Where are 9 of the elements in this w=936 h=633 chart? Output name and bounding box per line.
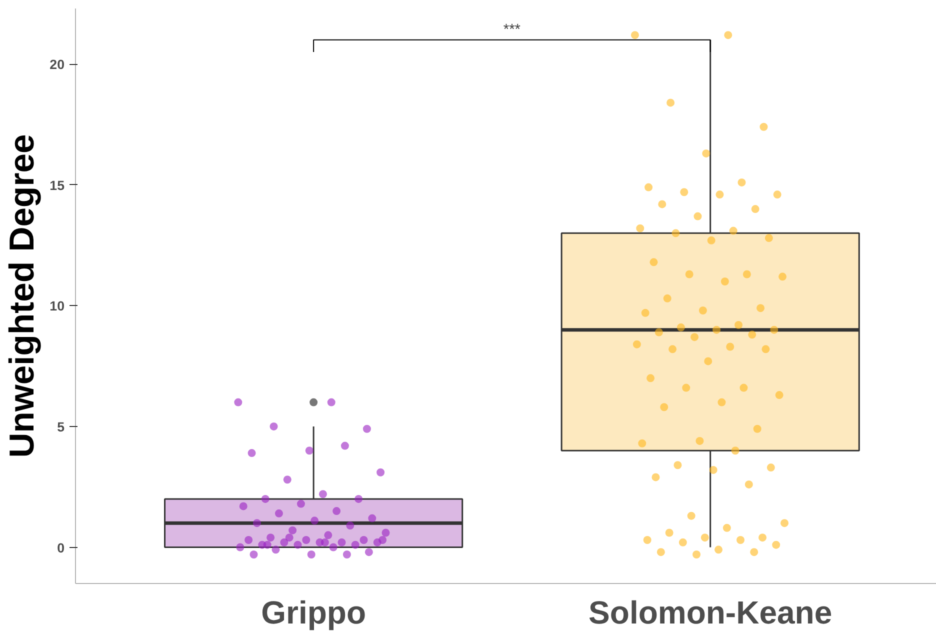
x-tick-label: Grippo bbox=[261, 594, 366, 630]
y-tick-label: 10 bbox=[50, 298, 65, 314]
y-tick-label: 20 bbox=[50, 57, 65, 72]
y-tick-label: 5 bbox=[57, 419, 66, 434]
x-tick-label: Solomon-Keane bbox=[588, 594, 832, 630]
y-axis-title: Unweighted Degree bbox=[4, 134, 42, 458]
annotation: *** bbox=[503, 22, 521, 38]
y-tick-label: 0 bbox=[57, 540, 65, 556]
y-tick-label: 15 bbox=[50, 178, 66, 193]
